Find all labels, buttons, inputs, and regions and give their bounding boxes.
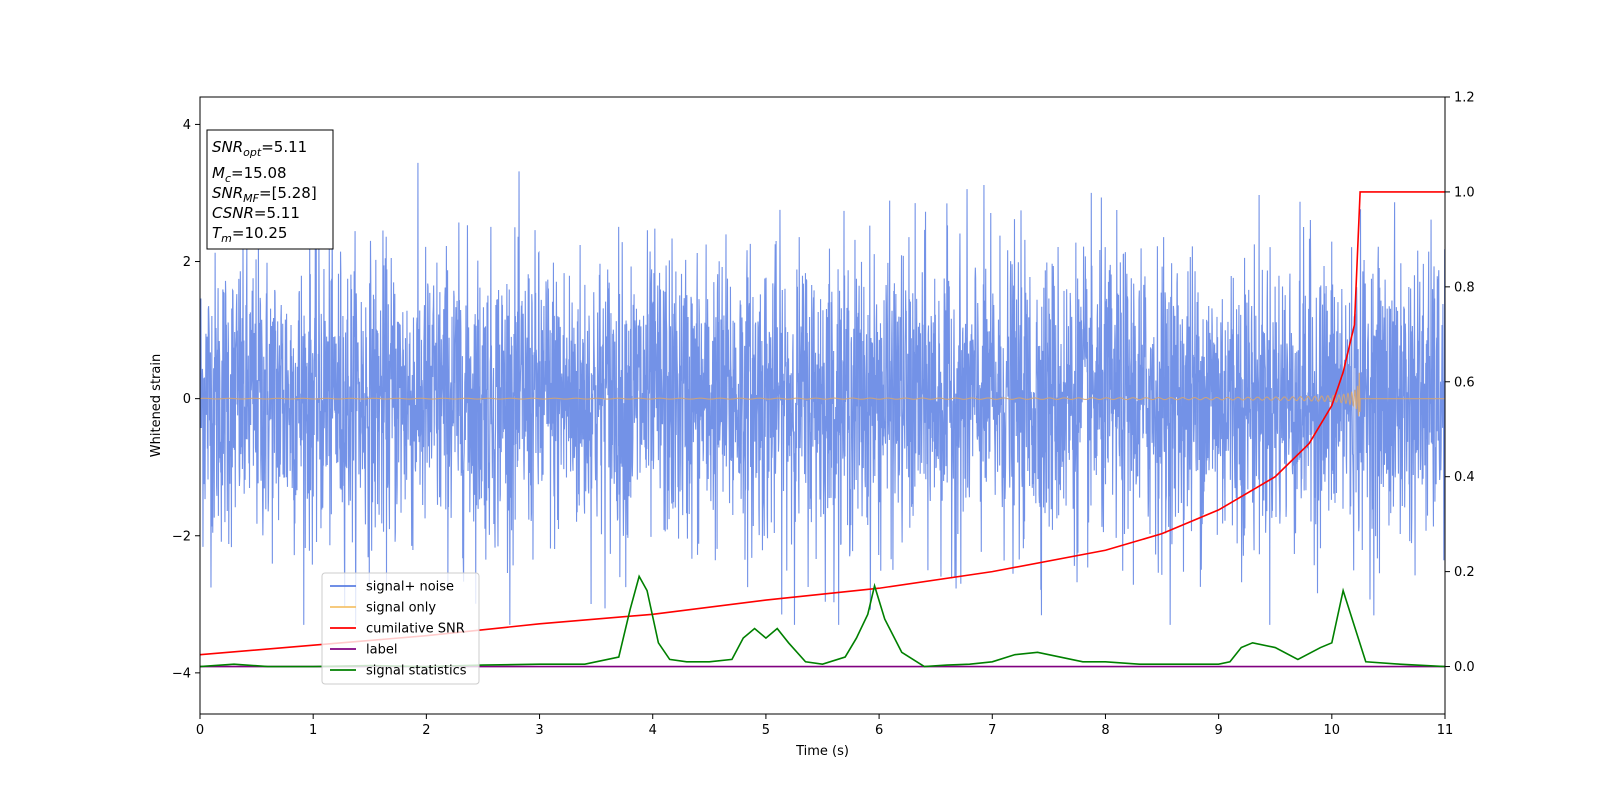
x-tick-label: 5 xyxy=(762,723,770,738)
y-right-tick-label: 0.4 xyxy=(1454,470,1475,485)
axis-ticks: 0 1 2 3 4 5 6 7 8 9 10 11 −4 −2 0 2 4 0.0 0.2 0.4 0.6 0.8 1.0 1… xyxy=(172,91,1475,739)
y-right-tick-label: 0.8 xyxy=(1454,280,1475,295)
x-tick-label: 0 xyxy=(196,723,204,738)
legend-label: label xyxy=(366,643,397,658)
signal-statistics-line xyxy=(200,574,1445,668)
signal-noise-series xyxy=(200,162,1445,625)
legend-label: signal statistics xyxy=(366,664,467,679)
legend: signal+ noise signal only cumilative SNR la… xyxy=(321,572,480,685)
y-left-tick-label: 4 xyxy=(183,118,191,133)
x-tick-label: 10 xyxy=(1324,723,1341,738)
y-left-tick-label: −4 xyxy=(172,666,191,681)
y-left-tick-label: 2 xyxy=(183,255,191,270)
legend-label: cumilative SNR xyxy=(366,622,465,637)
signal-noise-line xyxy=(200,162,1445,625)
signal-only-series xyxy=(200,372,1445,417)
annotation-line: SNRopt=5.11 xyxy=(212,138,307,159)
annotation-box-frame xyxy=(206,129,334,250)
annotation-line: CSNR=5.11 xyxy=(212,204,300,222)
y-left-tick-label: −2 xyxy=(172,529,191,544)
x-tick-label: 4 xyxy=(649,723,657,738)
x-tick-label: 9 xyxy=(1214,723,1222,738)
annotation-box: SNRopt=5.11 Mc=15.08SNRMF=[5.28]CSNR=5.11… xyxy=(206,129,334,250)
y-left-tick-label: 0 xyxy=(183,392,191,407)
x-tick-label: 7 xyxy=(988,723,996,738)
legend-label: signal+ noise xyxy=(366,580,454,595)
y-right-tick-label: 0.2 xyxy=(1454,565,1475,580)
x-tick-label: 1 xyxy=(309,723,317,738)
signal-only-line xyxy=(200,372,1445,417)
x-tick-label: 11 xyxy=(1437,723,1454,738)
x-tick-label: 2 xyxy=(422,723,430,738)
annotation-line: Tm=10.25 xyxy=(212,224,287,245)
x-tick-label: 6 xyxy=(875,723,883,738)
x-axis-label: Time (s) xyxy=(795,744,849,759)
x-tick-label: 8 xyxy=(1101,723,1109,738)
y-right-tick-label: 0.6 xyxy=(1454,375,1475,390)
y-right-tick-label: 1.0 xyxy=(1454,185,1475,200)
legend-frame xyxy=(321,572,480,685)
plot-frame xyxy=(199,96,1446,715)
legend-label: signal only xyxy=(366,601,436,616)
y-axis-label: Whitened strain xyxy=(149,354,164,457)
y-right-tick-label: 1.2 xyxy=(1454,91,1475,106)
y-right-tick-label: 0.0 xyxy=(1454,660,1475,675)
x-tick-label: 3 xyxy=(535,723,543,738)
annotation-line: SNRMF=[5.28] xyxy=(212,184,317,205)
annotation-line: Mc=15.08 xyxy=(212,164,287,185)
cumulative-snr-line xyxy=(200,191,1445,656)
